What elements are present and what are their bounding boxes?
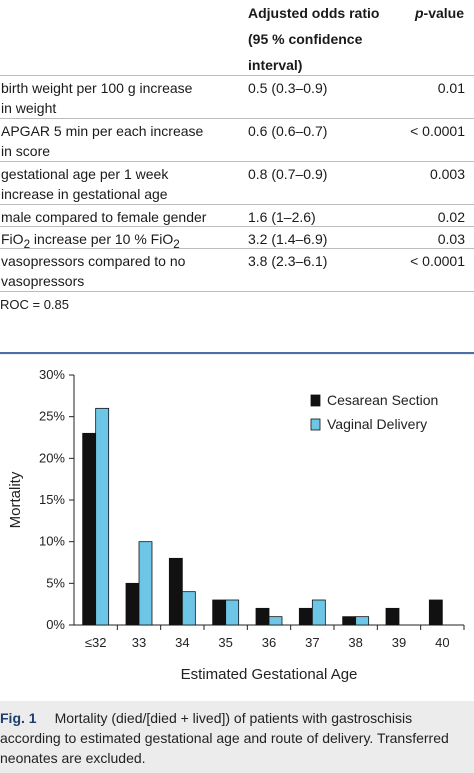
table-header: Adjusted odds ratio (95 % confidence int… (0, 0, 474, 75)
bar-1-4 (268, 616, 283, 626)
bar-0-2 (168, 557, 183, 626)
table-row: FiO2 increase per 10 % FiO2 3.2 (1.4–6.9… (0, 226, 474, 251)
caption-text: Mortality (died/[died + lived]) of patie… (54, 710, 413, 726)
row-odds-ratio: 0.8 (0.7–0.9) (248, 166, 328, 182)
figure-caption: Fig. 1 Mortality (died/[died + lived]) of… (0, 708, 474, 768)
row-label-part: increase per 10 % FiO (30, 231, 174, 247)
roc-note: ROC = 0.85 (0, 297, 70, 312)
legend-label: Vaginal Delivery (327, 416, 427, 432)
row-odds-ratio: 3.2 (1.4–6.9) (248, 231, 328, 247)
row-label-line: birth weight per 100 g increase (1, 80, 193, 96)
bar-1-2 (181, 591, 196, 626)
bar-1-0 (95, 407, 110, 626)
x-tick-label: 40 (435, 635, 449, 650)
chart-panel (0, 355, 474, 701)
row-p-value: < 0.0001 (410, 123, 465, 139)
row-odds-ratio: 1.6 (1–2.6) (248, 209, 316, 225)
bar-0-7 (385, 607, 400, 626)
bar-0-6 (342, 616, 357, 626)
row-label: male compared to female gender (1, 209, 207, 225)
row-p-value: 0.02 (437, 209, 465, 225)
x-axis-title: Estimated Gestational Age (181, 666, 358, 683)
row-p-value: 0.01 (437, 80, 465, 96)
bar-0-8 (428, 599, 443, 626)
row-odds-ratio: 0.6 (0.6–0.7) (248, 123, 328, 139)
y-tick-label: 10% (39, 534, 65, 549)
row-label: vasopressors compared to no vasopressors (1, 251, 231, 291)
bar-0-4 (255, 607, 270, 626)
table-row: birth weight per 100 g increase in weigh… (0, 75, 474, 118)
x-tick-label: 38 (348, 635, 362, 650)
header-odds-line-2: (95 % confidence (248, 31, 363, 47)
x-tick-label: 33 (132, 635, 146, 650)
x-tick-label: ≤32 (85, 635, 107, 650)
legend-label: Cesarean Section (327, 392, 438, 408)
row-label-subscript: 2 (173, 237, 180, 251)
y-tick-label: 5% (46, 575, 65, 590)
row-label: birth weight per 100 g increase in weigh… (1, 78, 231, 118)
y-tick-label: 25% (39, 409, 65, 424)
bar-0-5 (298, 607, 313, 626)
header-p-italic: p (414, 5, 424, 21)
figure-number: Fig. 1 (0, 710, 37, 726)
bar-0-1 (125, 582, 140, 626)
bar-0-3 (212, 599, 227, 626)
row-label: FiO2 increase per 10 % FiO2 (1, 229, 231, 255)
bar-1-3 (225, 599, 240, 626)
table-row: gestational age per 1 week increase in g… (0, 161, 474, 204)
row-label-line: increase in gestational age (1, 186, 168, 202)
y-tick-label: 20% (39, 450, 65, 465)
bar-0-0 (82, 432, 97, 626)
row-odds-ratio: 3.8 (2.3–6.1) (248, 253, 328, 269)
header-p-value: p-value (384, 0, 464, 26)
table-row: male compared to female gender 1.6 (1–2.… (0, 204, 474, 226)
x-tick-label: 35 (218, 635, 232, 650)
row-label-line: vasopressors (1, 273, 85, 289)
row-label-part: FiO (1, 231, 24, 247)
row-label-subscript: 2 (23, 237, 31, 251)
row-odds-ratio: 0.5 (0.3–0.9) (248, 80, 328, 96)
caption-text: according to estimated gestational age a… (0, 730, 449, 746)
header-odds-line-1: Adjusted odds ratio (248, 5, 380, 21)
legend-swatch (310, 418, 321, 431)
y-tick-label: 0% (46, 617, 65, 632)
bar-1-6 (355, 616, 370, 626)
x-tick-label: 36 (262, 635, 276, 650)
figure-top-rule (0, 352, 474, 354)
row-label: APGAR 5 min per each increase in score (1, 121, 231, 161)
header-p-suffix: -value (423, 5, 464, 21)
bar-1-1 (138, 541, 153, 626)
row-label-line: vasopressors compared to no (1, 253, 186, 269)
header-odds-ratio: Adjusted odds ratio (95 % confidence int… (248, 0, 388, 78)
header-odds-line-3: interval) (248, 57, 303, 73)
row-label: gestational age per 1 week increase in g… (1, 164, 231, 204)
row-p-value: < 0.0001 (410, 253, 465, 269)
row-label-line: in weight (1, 100, 57, 116)
row-label-line: APGAR 5 min per each increase (1, 123, 204, 139)
bar-1-5 (311, 599, 326, 626)
y-axis-title: Mortality (7, 471, 24, 528)
legend-swatch (310, 394, 321, 407)
caption-text: neonates are excluded. (0, 750, 146, 766)
table-row: APGAR 5 min per each increase in score 0… (0, 118, 474, 161)
table-row: vasopressors compared to no vasopressors… (0, 248, 474, 291)
row-label-line: in score (1, 143, 51, 159)
x-tick-label: 39 (392, 635, 406, 650)
y-tick-label: 30% (39, 367, 65, 382)
x-tick-label: 34 (175, 635, 189, 650)
x-tick-label: 37 (305, 635, 319, 650)
row-label-line: gestational age per 1 week (1, 166, 169, 182)
odds-ratio-table: Adjusted odds ratio (95 % confidence int… (0, 0, 474, 292)
row-p-value: 0.003 (429, 166, 465, 182)
caption-line-1: Fig. 1 Mortality (died/[died + lived]) of… (0, 708, 474, 728)
table-bottom-rule (0, 291, 474, 292)
mortality-bar-chart: 0% 5% 10% 15% 20% 25% 30% ≤32 33 34 35 36 37 38 39 40 Es… (7, 367, 465, 683)
y-tick-label: 15% (39, 492, 65, 507)
row-p-value: 0.03 (437, 231, 465, 247)
